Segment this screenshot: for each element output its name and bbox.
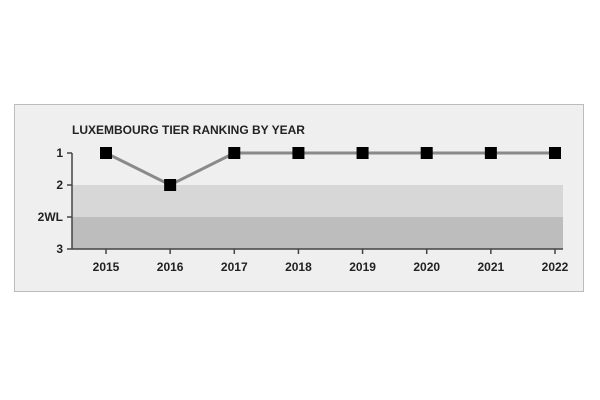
- x-tick-label: 2015: [93, 260, 120, 274]
- x-tick-label: 2019: [349, 260, 376, 274]
- data-point-marker: [549, 147, 561, 159]
- data-point-marker: [164, 179, 177, 191]
- x-tick-label: 2021: [478, 260, 505, 274]
- x-axis: 2015 2016 2017 2018 2019 2020 2021 2022: [72, 248, 569, 274]
- y-tick-label: 2: [56, 178, 63, 192]
- series-line: [105, 151, 555, 187]
- x-tick-label: 2017: [221, 260, 248, 274]
- tier-band-3: [72, 217, 563, 249]
- data-point-marker: [484, 147, 497, 159]
- data-point-marker: [420, 147, 433, 159]
- ranking-series: [100, 147, 561, 191]
- data-point-marker: [100, 147, 112, 159]
- chart-frame: LUXEMBOURG TIER RANKING BY YEAR 1 2 2WL 3 2…: [14, 104, 584, 292]
- data-point-marker: [292, 147, 305, 159]
- x-tick-label: 2016: [157, 260, 184, 274]
- y-tick-label: 3: [56, 242, 63, 256]
- chart-title: LUXEMBOURG TIER RANKING BY YEAR: [72, 123, 305, 137]
- data-point-marker: [228, 147, 241, 159]
- tier-bands: [72, 153, 563, 249]
- tier-ranking-chart: LUXEMBOURG TIER RANKING BY YEAR 1 2 2WL 3 2…: [38, 123, 569, 274]
- tier-band-1: [72, 153, 563, 185]
- data-point-marker: [356, 147, 369, 159]
- y-tick-label: 1: [56, 146, 63, 160]
- y-tick-label: 2WL: [38, 210, 63, 224]
- x-tick-label: 2020: [413, 260, 440, 274]
- x-tick-label: 2018: [285, 260, 312, 274]
- x-tick-label: 2022: [542, 260, 569, 274]
- tier-band-2: [72, 185, 563, 217]
- y-axis: 1 2 2WL 3: [38, 146, 73, 256]
